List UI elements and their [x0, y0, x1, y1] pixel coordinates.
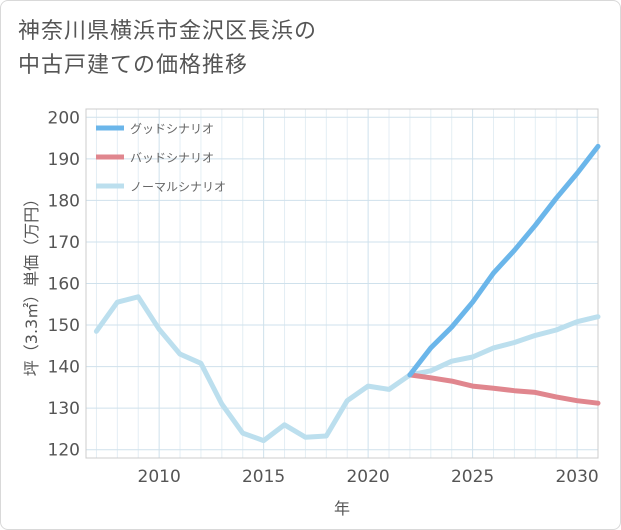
y-tick-label: 170: [48, 233, 80, 253]
x-tick-label: 2030: [555, 467, 598, 487]
series-line-normal: [93, 294, 601, 444]
y-tick-label: 200: [48, 108, 80, 128]
x-tick-labels: 2010 2015 2020 2025 2030: [138, 467, 599, 487]
y-tick-label: 130: [48, 399, 80, 419]
legend-label: バッドシナリオ: [130, 151, 214, 165]
series-line-good: [407, 143, 601, 378]
x-tick-label: 2015: [242, 467, 285, 487]
chart-title: 神奈川県横浜市金沢区長浜の 中古戸建ての価格推移: [18, 15, 578, 83]
chart-title-line-1: 神奈川県横浜市金沢区長浜の: [18, 19, 318, 44]
y-tick-label: 140: [48, 358, 80, 378]
x-tick-label: 2010: [138, 467, 181, 487]
y-tick-label: 160: [48, 275, 80, 295]
y-tick-label: 190: [48, 150, 80, 170]
series-line-bad: [407, 372, 601, 406]
x-axis-label: 年: [334, 499, 350, 518]
series-lines: [93, 143, 601, 444]
y-axis-label: 坪（3.3㎡）単価（万円）: [22, 191, 41, 376]
plot-border: [85, 108, 599, 459]
grid: [86, 109, 599, 458]
x-tick-label: 2020: [346, 467, 389, 487]
x-tick-label: 2025: [451, 467, 494, 487]
y-tick-label: 150: [48, 316, 80, 336]
y-tick-label: 180: [48, 191, 80, 211]
y-tick-labels: 120 130 140 150 160 170 180 190 200: [48, 108, 80, 460]
legend-label: グッドシナリオ: [130, 122, 214, 136]
legend-label: ノーマルシナリオ: [130, 180, 226, 194]
chart-title-line-2: 中古戸建ての価格推移: [18, 53, 249, 78]
y-tick-label: 120: [48, 441, 80, 461]
